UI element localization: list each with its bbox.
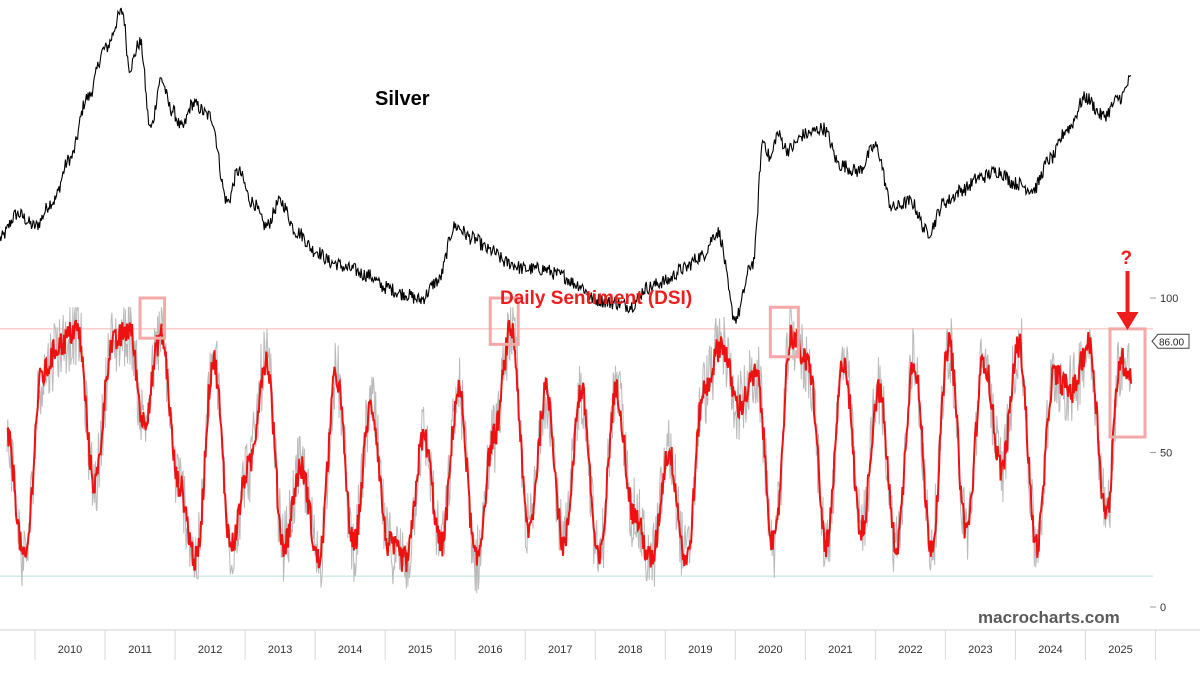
annotation-arrow-head bbox=[1116, 312, 1139, 330]
y-tick-label: 100 bbox=[1160, 293, 1178, 305]
last-value-label: 86.00 bbox=[1159, 337, 1184, 348]
y-tick-label: 50 bbox=[1160, 448, 1172, 460]
last-value-badge bbox=[1151, 333, 1190, 349]
annotation-question-mark: ? bbox=[1120, 248, 1132, 269]
x-tick-label: 2018 bbox=[618, 644, 642, 656]
x-tick-label: 2020 bbox=[758, 644, 782, 656]
x-tick-label: 2022 bbox=[898, 644, 922, 656]
x-tick-label: 2011 bbox=[128, 644, 152, 656]
y-tick-label: 0 bbox=[1160, 602, 1166, 614]
highlight-box-2011 bbox=[138, 296, 167, 340]
x-tick-label: 2010 bbox=[58, 644, 82, 656]
axes: 100 50 0 86.00 2010 2011 2012 2013 2014 2015 2016 2… bbox=[0, 293, 1200, 660]
x-tick-label: 2017 bbox=[548, 644, 572, 656]
x-tick-label: 2015 bbox=[408, 644, 432, 656]
x-tick-label: 2025 bbox=[1108, 644, 1132, 656]
dsi-raw-line bbox=[6, 306, 1132, 594]
silver-title: Silver bbox=[375, 88, 430, 110]
dsi-title: Daily Sentiment (DSI) bbox=[500, 288, 692, 309]
silver-price-line bbox=[0, 7, 1132, 324]
x-tick-label: 2012 bbox=[198, 644, 222, 656]
x-tick-label: 2013 bbox=[268, 644, 292, 656]
highlight-box-2020 bbox=[768, 305, 800, 359]
silver-chart bbox=[0, 7, 1132, 324]
x-tick-label: 2014 bbox=[338, 644, 362, 656]
x-tick-label: 2023 bbox=[968, 644, 992, 656]
x-tick-label: 2019 bbox=[688, 644, 712, 656]
x-tick-label: 2016 bbox=[478, 644, 502, 656]
highlight-box-2016 bbox=[488, 296, 520, 346]
x-tick-label: 2024 bbox=[1038, 644, 1062, 656]
x-tick-label: 2021 bbox=[828, 644, 852, 656]
watermark: macrocharts.com bbox=[978, 608, 1120, 627]
dsi-smoothed-line bbox=[6, 319, 1132, 573]
dsi-chart: ? bbox=[0, 248, 1153, 594]
